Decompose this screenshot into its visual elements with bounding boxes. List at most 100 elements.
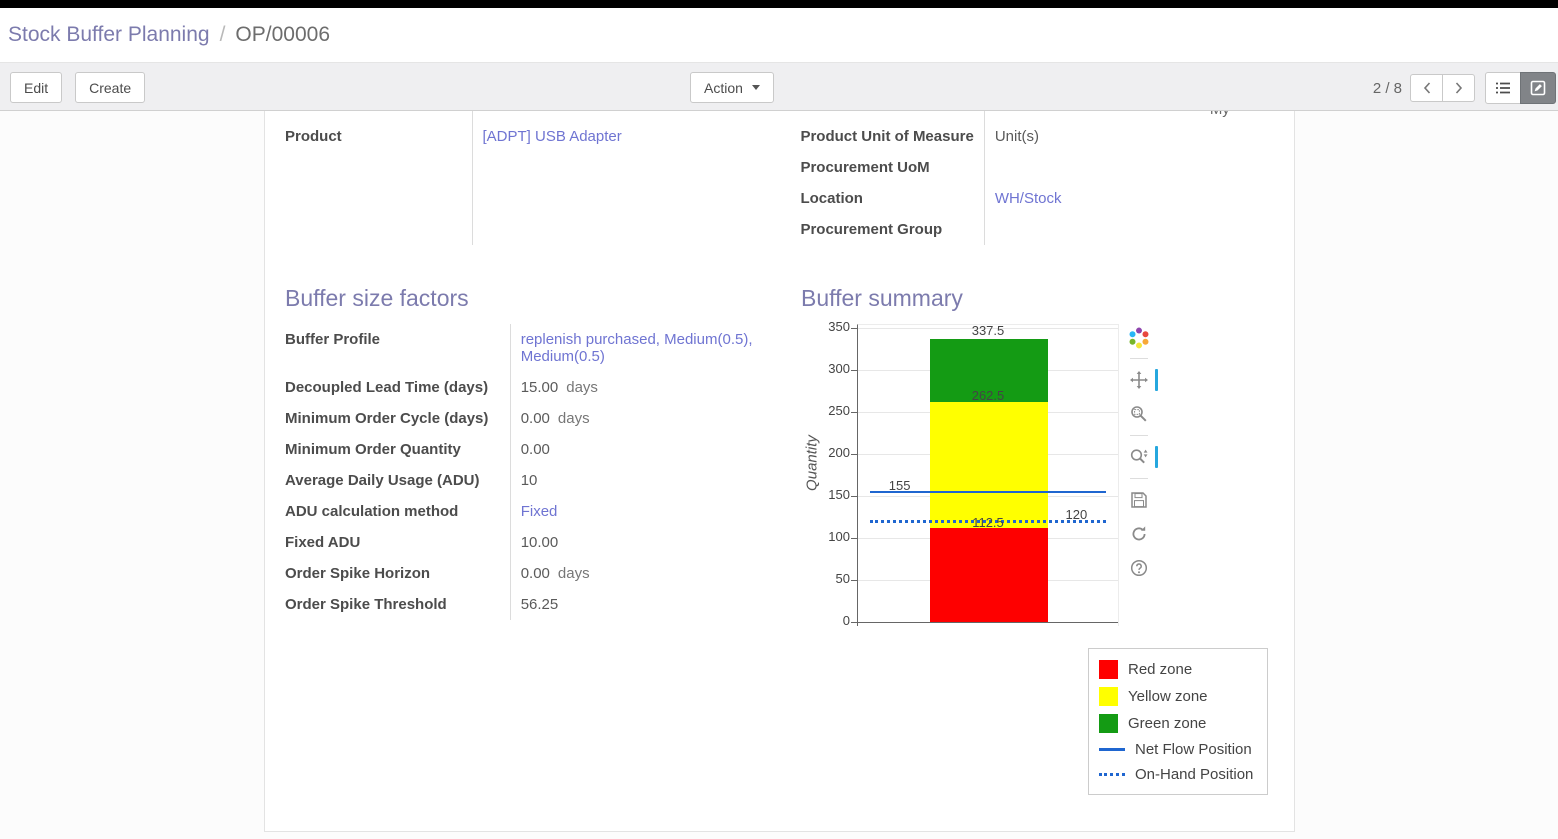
field-value: 10.00 <box>520 534 559 551</box>
box-zoom-tool-icon[interactable] <box>1126 401 1152 427</box>
form-view-button[interactable] <box>1520 72 1556 104</box>
net-flow-position-line <box>869 490 1107 494</box>
field-uom-suffix: days <box>557 565 590 582</box>
legend-label: Yellow zone <box>1128 688 1208 705</box>
field-value: 0.00 <box>520 441 550 458</box>
legend-item-green-zone: Green zone <box>1099 710 1257 737</box>
control-panel: Edit Create Action 2 / 8 <box>0 62 1558 111</box>
breadcrumb-current: OP/00006 <box>235 23 330 46</box>
form-view-icon <box>1530 80 1546 96</box>
toolbar-separator <box>1130 435 1148 436</box>
buffer-summary-title: Buffer summary <box>801 285 963 311</box>
legend-label: Red zone <box>1128 661 1193 678</box>
y-tick-label: 150 <box>828 487 850 502</box>
location-link[interactable]: WH/Stock <box>994 190 1062 207</box>
field-label: Product Unit of Measure <box>800 121 985 152</box>
field-row-partially-scrolled: My Company <box>800 111 1274 121</box>
y-tick-mark <box>851 496 857 497</box>
on-hand-line-swatch <box>1099 773 1125 776</box>
gridline <box>858 328 1118 329</box>
reset-tool-icon[interactable] <box>1126 521 1152 547</box>
field-row-decoupled-lead-time: Decoupled Lead Time (days) 15.00 days <box>285 372 755 403</box>
y-tick-mark <box>851 622 857 623</box>
buffer-profile-link[interactable]: replenish purchased, Medium(0.5), Medium… <box>520 331 753 365</box>
pager-previous-button[interactable] <box>1410 74 1443 102</box>
field-uom-suffix: days <box>557 410 590 427</box>
field-label: Buffer Profile <box>285 324 511 372</box>
field-label: Minimum Order Quantity <box>285 434 511 465</box>
field-label: Procurement UoM <box>800 152 985 183</box>
bar-yellow-zone <box>929 401 1048 528</box>
field-value <box>984 214 1274 245</box>
field-row-minimum-order-quantity: Minimum Order Quantity 0.00 <box>285 434 755 465</box>
field-label: Minimum Order Cycle (days) <box>285 403 511 434</box>
net-flow-line-swatch <box>1099 748 1125 751</box>
list-view-button[interactable] <box>1485 72 1521 104</box>
chart-y-axis-ticks: 0 50 100 150 200 250 300 350 <box>823 319 857 628</box>
chart-annotation: 262.5 <box>971 387 1005 403</box>
wheel-zoom-tool-icon[interactable] <box>1126 444 1158 470</box>
form-sheet: Product [ADPT] USB Adapter My Company Pr… <box>264 111 1295 832</box>
yellow-zone-swatch <box>1099 687 1118 706</box>
field-label: Decoupled Lead Time (days) <box>285 372 511 403</box>
field-value: 56.25 <box>520 596 559 613</box>
field-label: Order Spike Horizon <box>285 558 511 589</box>
field-uom-suffix: days <box>566 379 598 396</box>
chart-toolbar <box>1119 324 1159 626</box>
bar-green-zone <box>929 338 1048 402</box>
save-tool-icon[interactable] <box>1126 487 1152 513</box>
field-label: ADU calculation method <box>285 496 511 527</box>
product-link[interactable]: [ADPT] USB Adapter <box>482 128 622 145</box>
field-value: Unit(s) <box>994 128 1039 145</box>
field-row-product-uom: Product Unit of Measure Unit(s) <box>800 121 1274 152</box>
pager-nav <box>1410 74 1475 102</box>
field-row-procurement-group: Procurement Group <box>800 214 1274 245</box>
y-tick-label: 350 <box>828 319 850 334</box>
adu-method-link[interactable]: Fixed <box>520 503 558 520</box>
y-tick-label: 100 <box>828 529 850 544</box>
toolbar-separator <box>1130 358 1148 359</box>
y-tick-mark <box>851 412 857 413</box>
list-view-icon <box>1496 82 1510 94</box>
red-zone-swatch <box>1099 660 1118 679</box>
y-tick-label: 300 <box>828 361 850 376</box>
pager-value[interactable]: 2 / 8 <box>1372 79 1402 97</box>
field-value: 15.00 <box>520 379 559 396</box>
chart-y-axis-label: Quantity <box>803 434 821 491</box>
chart-annotation: 337.5 <box>971 322 1005 338</box>
field-label: Location <box>800 183 985 214</box>
field-row-order-spike-threshold: Order Spike Threshold 56.25 <box>285 589 755 620</box>
y-tick-mark <box>851 538 857 539</box>
field-value: 10 <box>520 472 538 489</box>
breadcrumb-separator: / <box>219 23 226 46</box>
legend-item-red-zone: Red zone <box>1099 656 1257 683</box>
field-row-procurement-uom: Procurement UoM <box>800 152 1274 183</box>
x-axis-line <box>858 622 1118 623</box>
action-dropdown-label: Action <box>704 79 743 96</box>
field-row-location: Location WH/Stock <box>800 183 1274 214</box>
chart-plot-area[interactable]: 337.5 262.5 112.5 155 120 <box>851 322 1119 626</box>
field-row-product: Product [ADPT] USB Adapter <box>285 121 754 152</box>
action-dropdown-button[interactable]: Action <box>690 72 774 103</box>
top-nav-bar <box>0 0 1558 8</box>
pager-next-button[interactable] <box>1442 74 1475 102</box>
legend-label: Green zone <box>1128 715 1207 732</box>
buffer-factors-table: Buffer Profile replenish purchased, Medi… <box>285 324 755 620</box>
chart-annotation: 120 <box>1065 507 1088 523</box>
y-tick-label: 50 <box>835 571 850 586</box>
chevron-right-icon <box>1455 82 1462 94</box>
green-zone-swatch <box>1099 714 1118 733</box>
help-tool-icon[interactable] <box>1126 555 1152 581</box>
y-tick-label: 0 <box>842 613 850 628</box>
field-label: Order Spike Threshold <box>285 589 511 620</box>
bokeh-logo-icon[interactable] <box>1127 326 1151 350</box>
create-button[interactable]: Create <box>75 72 146 103</box>
chart-annotation: 112.5 <box>972 514 1004 530</box>
field-row-minimum-order-cycle: Minimum Order Cycle (days) 0.00 days <box>285 403 755 434</box>
edit-button[interactable]: Edit <box>10 72 63 103</box>
field-value: 0.00 <box>520 565 550 582</box>
breadcrumb-parent-link[interactable]: Stock Buffer Planning <box>8 23 210 46</box>
legend-item-on-hand-position: On-Hand Position <box>1099 762 1257 787</box>
breadcrumb: Stock Buffer Planning / OP/00006 <box>0 8 1558 62</box>
pan-tool-icon[interactable] <box>1126 367 1158 393</box>
